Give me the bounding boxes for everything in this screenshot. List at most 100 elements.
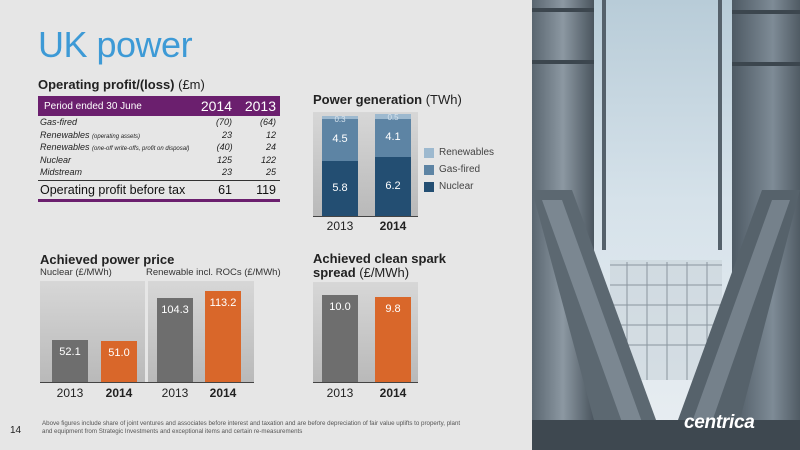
profit-table-heading-text: Operating profit/(loss) [38, 77, 175, 92]
bar-renewables-2014 [375, 113, 411, 119]
bar-spark-2013 [322, 295, 358, 382]
x-tick-spark-2013: 2013 [326, 386, 354, 400]
footnote: Above figures include share of joint ven… [42, 420, 461, 435]
power-price-renewable-label: Renewable incl. ROCs (£/MWh) [146, 267, 281, 278]
legend-swatch [424, 181, 434, 192]
x-tick-renewable-2013: 2013 [161, 386, 189, 400]
spark-spread-title-line1: Achieved clean spark [313, 251, 446, 266]
row-value-2013: 12 [265, 129, 276, 140]
bar-label-gas-fired-2014: 4.1 [385, 131, 401, 143]
total-2013: 119 [256, 182, 276, 197]
row-value-2013: 25 [265, 167, 276, 178]
row-label-text: Renewables [40, 142, 93, 153]
row-label: Gas-fired [38, 117, 188, 127]
row-label: Nuclear [38, 155, 188, 165]
x-tick-nuclear-2013: 2013 [56, 386, 84, 400]
legend-item-nuclear: Nuclear [424, 181, 473, 192]
table-row: Midstream 23 25 [38, 166, 280, 179]
row-label: Renewables (operating assets) [38, 130, 188, 140]
page-number: 14 [10, 425, 22, 436]
spark-spread-title: Achieved clean spark spread (£/MWh) [313, 252, 446, 280]
power-generation-axis [313, 216, 418, 217]
power-generation-title: Power generation (TWh) [313, 93, 462, 107]
power-generation-title-text: Power generation [313, 92, 423, 107]
bar-label-spark-2014: 9.8 [385, 302, 401, 315]
legend-swatch [424, 147, 434, 158]
legend-item-gas-fired: Gas-fired [424, 164, 480, 175]
header-year-2013: 2013 [244, 98, 276, 114]
header-period-label: Period ended 30 June [44, 100, 142, 112]
total-2014: 61 [218, 182, 232, 197]
profit-table-unit: (£m) [178, 77, 205, 92]
power-price-axis [40, 382, 254, 383]
centrica-logo: centrica [684, 412, 755, 433]
table-row: Renewables (operating assets) 23 12 [38, 129, 280, 142]
row-value-2013: 24 [265, 142, 276, 153]
legend-label: Gas-fired [439, 164, 481, 175]
bar-nuclear-2014 [101, 340, 137, 382]
row-value-2013: (64) [259, 117, 276, 128]
bar-label-nuclear-2013: 52.1 [59, 345, 81, 358]
profit-table-total-row: Operating profit before tax 61 119 [38, 179, 280, 199]
bar-label-renewables-2013: 0.3 [334, 114, 346, 124]
bar-label-nuclear-2014: 6.2 [385, 179, 401, 192]
profit-table-heading: Operating profit/(loss) (£m) [38, 77, 205, 92]
power-generation-unit: (TWh) [425, 92, 462, 107]
row-value-2014: 23 [221, 167, 232, 178]
bar-gas-fired-2014 [375, 118, 411, 158]
row-value-2014: 125 [216, 154, 232, 165]
bar-label-nuclear-2014: 51.0 [108, 346, 130, 359]
bar-nuclear-2014 [375, 157, 411, 216]
bar-gas-fired-2013 [322, 118, 358, 162]
bar-renewable-2014 [205, 290, 241, 382]
bar-renewables-2013 [322, 115, 358, 119]
row-value-2013: 122 [260, 154, 276, 165]
x-tick-nuclear-2014: 2014 [105, 386, 133, 400]
bar-nuclear-2013 [322, 161, 358, 216]
slide-title: UK power [38, 24, 193, 65]
table-row: Gas-fired (70) (64) [38, 116, 280, 129]
row-label-text: Midstream [40, 167, 83, 178]
x-tick-2013: 2013 [326, 219, 354, 233]
row-label-text: Renewables [40, 129, 93, 140]
row-label: Renewables (one-off write-offs, profit o… [38, 142, 189, 152]
row-label-text: Nuclear [40, 154, 72, 165]
legend-label: Renewables [439, 147, 495, 158]
power-station-illustration [532, 0, 800, 450]
row-value-2014: 23 [221, 129, 232, 140]
row-label-note: (one-off write-offs, profit on disposal) [92, 146, 190, 153]
row-label: Midstream [38, 167, 188, 177]
bar-label-spark-2013: 10.0 [329, 301, 351, 314]
bar-label-renewable-2014: 113.2 [209, 296, 237, 309]
legend-label: Nuclear [439, 181, 474, 192]
bar-spark-2014 [375, 296, 411, 382]
table-row: Renewables (one-off write-offs, profit o… [38, 141, 280, 154]
legend-item-renewables: Renewables [424, 147, 494, 158]
spark-spread-axis [313, 382, 418, 383]
row-label-text: Gas-fired [40, 117, 78, 128]
bar-label-renewable-2013: 104.3 [161, 303, 189, 316]
row-value-2014: (40) [216, 142, 233, 153]
header-year-2014: 2014 [200, 98, 232, 114]
table-row: Nuclear 125 122 [38, 154, 280, 167]
power-station-photo [532, 0, 800, 450]
bar-nuclear-2013 [52, 339, 88, 382]
row-value-2014: (70) [215, 117, 232, 128]
profit-table-bottom-rule [38, 198, 280, 202]
x-tick-spark-2014: 2014 [379, 386, 407, 400]
spark-spread-title-line2: spread [313, 265, 356, 280]
profit-table-header: Period ended 30 June 2014 2013 [38, 96, 280, 116]
x-tick-renewable-2014: 2014 [209, 386, 237, 400]
bar-label-nuclear-2013: 5.8 [332, 181, 348, 194]
power-price-title: Achieved power price [40, 252, 175, 267]
bar-label-gas-fired-2013: 4.5 [332, 132, 348, 145]
spark-spread-unit: (£/MWh) [359, 265, 410, 280]
total-label: Operating profit before tax [40, 182, 186, 197]
row-label-note: (operating assets) [92, 133, 141, 140]
profit-table-rows: Gas-fired (70) (64) Renewables (operating … [38, 116, 280, 179]
x-tick-2014: 2014 [379, 219, 407, 233]
power-price-nuclear-label: Nuclear (£/MWh) [40, 267, 112, 278]
bar-label-renewables-2014: 0.5 [387, 112, 399, 122]
bar-renewable-2013 [157, 297, 193, 382]
profit-table: Period ended 30 June 2014 2013 Gas-fired… [38, 96, 280, 202]
